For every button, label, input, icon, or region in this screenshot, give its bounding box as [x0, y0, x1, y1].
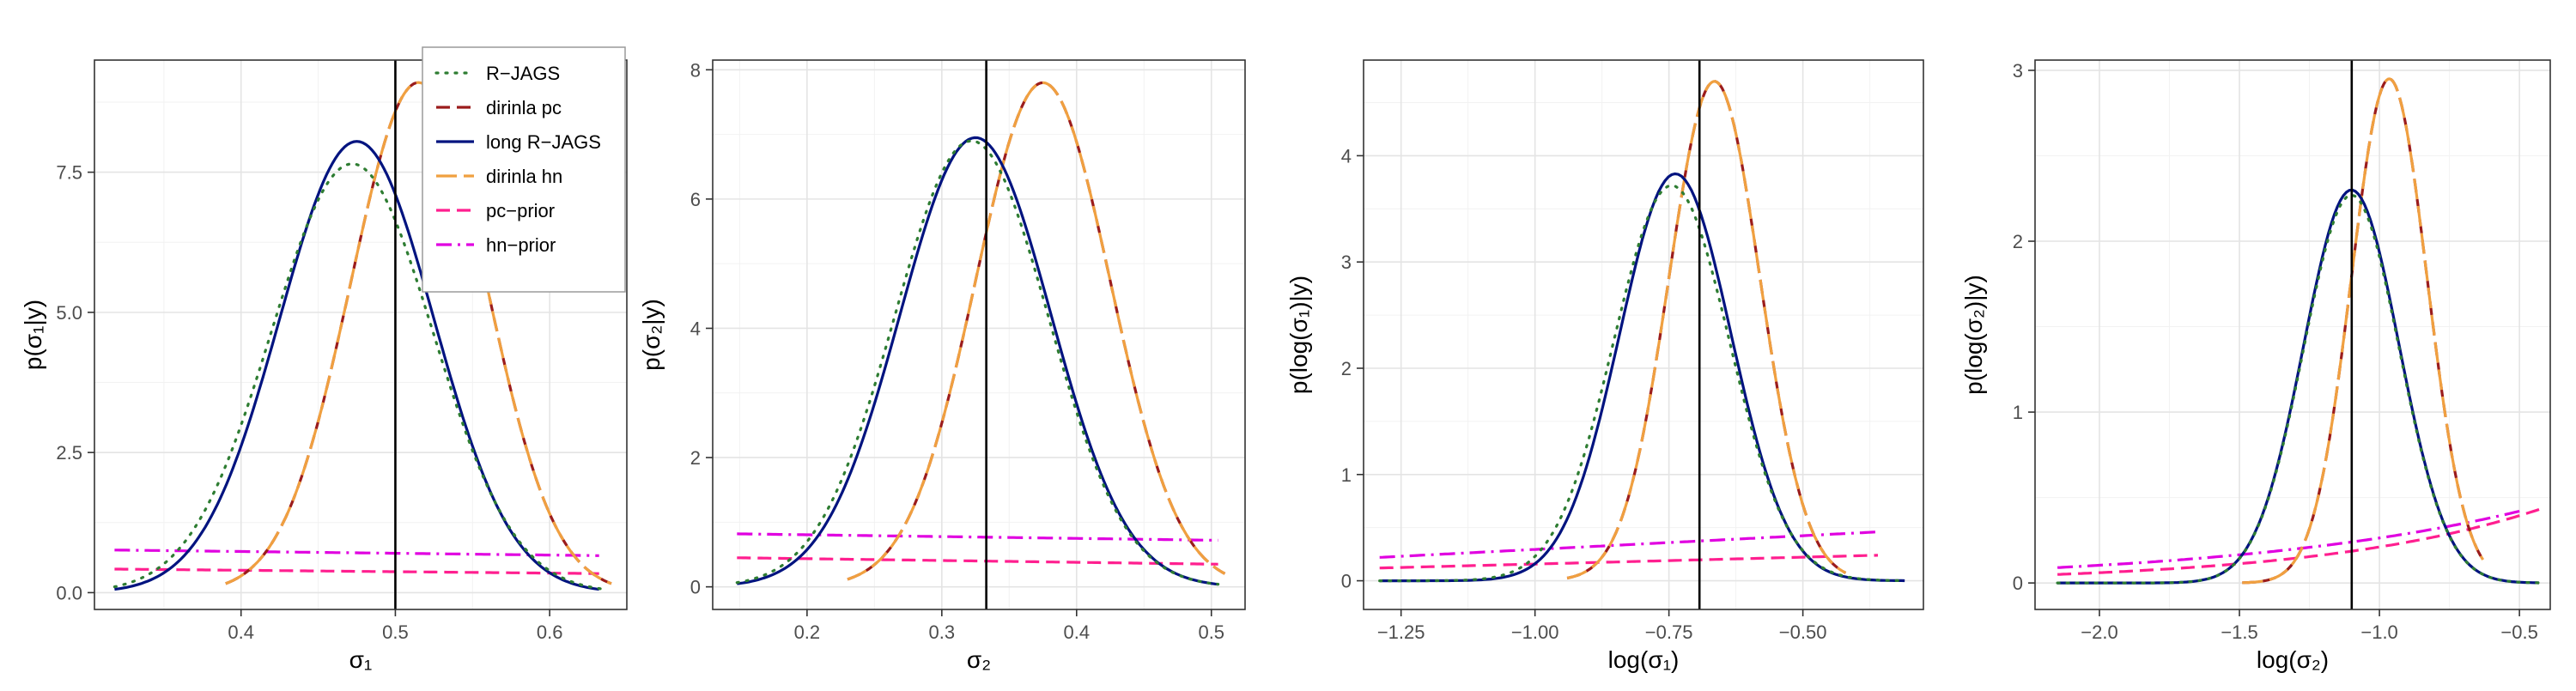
series-line-dirinla-hn	[2242, 77, 2485, 585]
panel-2: 0.2 0.3 0.4 0.5 0 2 4 6 8 σ₂ p(σ₂|y)	[638, 59, 1246, 673]
y-axis-title: p(log(σ₁)|y)	[1285, 276, 1312, 394]
legend: R−JAGS dirinla pc long R−JAGS dirinla hn pc−…	[422, 46, 626, 293]
y-axis-title: p(σ₁|y)	[20, 300, 46, 370]
gridlines	[1364, 60, 1923, 609]
x-tick-label: −0.50	[1779, 621, 1827, 643]
series-line-hn-prior	[1379, 530, 1879, 559]
legend-label: dirinla hn	[486, 166, 562, 187]
series-line-pc-prior	[737, 556, 1218, 566]
y-tick-label: 0.0	[56, 582, 82, 603]
legend-label: pc−prior	[486, 200, 555, 221]
y-tick-label: 8	[690, 59, 701, 81]
series-line-hn-prior	[737, 532, 1218, 542]
y-tick-label: 4	[690, 318, 701, 339]
x-tick-label: −2.0	[2081, 621, 2117, 643]
panel-border	[1363, 59, 1924, 610]
legend-label: hn−prior	[486, 234, 556, 256]
panel-background	[1364, 60, 1923, 609]
series-lines	[735, 81, 1226, 586]
x-axis-title: log(σ₁)	[1608, 646, 1680, 673]
x-tick-label: −1.00	[1511, 621, 1559, 643]
series-lines	[2056, 77, 2541, 585]
legend-label: dirinla pc	[486, 97, 562, 118]
x-tick-label: 0.4	[1064, 621, 1091, 643]
legend-item-r-jags: R−JAGS	[434, 63, 560, 84]
y-tick-label: 0	[2013, 573, 2023, 594]
x-tick-label: 0.4	[228, 621, 254, 643]
series-line-dirinla-hn	[225, 81, 612, 585]
y-tick-label: 0	[690, 577, 701, 598]
legend-label: long R−JAGS	[486, 131, 601, 153]
legend-item-dirinla-pc: dirinla pc	[436, 97, 562, 118]
y-tick-label: 2	[690, 447, 701, 469]
gridlines	[2035, 60, 2550, 609]
series-line-r-jags	[735, 139, 1220, 586]
series-lines	[1378, 80, 1906, 583]
y-tick-label: 0	[1341, 571, 1352, 592]
series-line-pc-prior	[2057, 507, 2540, 576]
x-tick-label: −0.75	[1645, 621, 1693, 643]
y-tick-label: 2	[1341, 358, 1352, 379]
series-line-r-jags	[1378, 184, 1906, 583]
series-line-r-jags	[112, 162, 605, 591]
panel-4: −2.0 −1.5 −1.0 −0.5 0 1 2 3 log(σ₂) p(log(σ₂)|y)	[1960, 59, 2551, 673]
y-tick-label: 4	[1341, 145, 1352, 167]
legend-item-pc-prior: pc−prior	[436, 200, 555, 221]
panel-border	[94, 59, 628, 610]
x-tick-label: 0.3	[929, 621, 956, 643]
x-tick-label: 0.5	[382, 621, 409, 643]
series-line-pc-prior	[1379, 554, 1879, 570]
y-tick-label: 3	[2013, 60, 2023, 82]
y-axis-title: p(log(σ₂)|y)	[1960, 275, 1987, 395]
x-tick-label: −1.0	[2360, 621, 2397, 643]
x-axis-title: σ₂	[967, 646, 991, 673]
series-line-dirinla-hn	[847, 81, 1226, 581]
legend-box	[422, 46, 626, 293]
series-lines	[112, 81, 612, 591]
x-axis-title: σ₁	[349, 646, 373, 673]
x-tick-label: −0.5	[2500, 621, 2537, 643]
y-tick-label: 3	[1341, 252, 1352, 273]
series-line-hn-prior	[114, 549, 599, 557]
x-tick-label: 0.5	[1198, 621, 1224, 643]
panel-3: −1.25 −1.00 −0.75 −0.50 0 1 2 3 4 log(σ₁) p(log(σ₁…	[1285, 59, 1924, 673]
legend-item-dirinla-hn: dirinla hn	[436, 166, 562, 187]
y-tick-label: 1	[1341, 464, 1352, 486]
x-tick-label: 0.2	[794, 621, 821, 643]
legend-label: R−JAGS	[486, 63, 560, 84]
legend-item-hn-prior: hn−prior	[436, 234, 556, 256]
panel-border	[2034, 59, 2551, 610]
legend-item-long-r-jags: long R−JAGS	[436, 131, 601, 153]
y-tick-label: 6	[690, 189, 701, 210]
y-tick-label: 2.5	[56, 442, 82, 464]
x-tick-label: −1.25	[1377, 621, 1425, 643]
series-line-long-r-jags	[2057, 188, 2540, 585]
gridlines	[713, 60, 1245, 609]
x-tick-label: 0.6	[537, 621, 563, 643]
x-tick-label: −1.5	[2221, 621, 2257, 643]
series-line-dirinla-hn	[1566, 80, 1847, 580]
y-tick-label: 1	[2013, 402, 2023, 423]
x-axis-title: log(σ₂)	[2257, 646, 2329, 673]
y-tick-label: 7.5	[56, 162, 82, 184]
panel-background	[713, 60, 1245, 609]
y-axis-title: p(σ₂|y)	[638, 299, 665, 371]
series-line-pc-prior	[114, 567, 599, 575]
y-tick-label: 2	[2013, 231, 2023, 252]
y-tick-label: 5.0	[56, 302, 82, 324]
panel-border	[712, 59, 1246, 610]
